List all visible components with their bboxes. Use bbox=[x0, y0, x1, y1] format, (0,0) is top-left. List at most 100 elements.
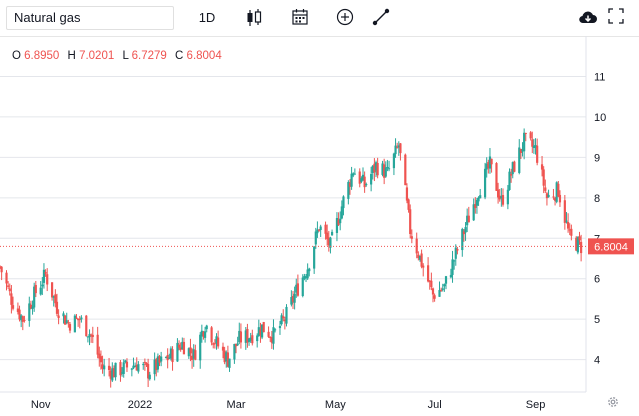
candle-body bbox=[313, 246, 316, 269]
candle-body bbox=[101, 364, 104, 369]
candle-body bbox=[259, 329, 262, 336]
candle-body bbox=[407, 199, 410, 210]
candle-body bbox=[251, 335, 254, 344]
candle-body bbox=[544, 187, 547, 191]
candle-body bbox=[190, 355, 194, 360]
candle-body bbox=[124, 360, 127, 362]
x-tick-label: Jul bbox=[428, 399, 442, 411]
candle-body bbox=[90, 334, 93, 336]
candle-body bbox=[156, 356, 159, 370]
candle-body bbox=[454, 247, 457, 259]
candle-body bbox=[65, 320, 68, 324]
candle-body bbox=[498, 195, 501, 200]
candle-body bbox=[200, 330, 203, 337]
candlestick-icon bbox=[247, 9, 262, 26]
candle-body bbox=[98, 353, 101, 359]
candle-body bbox=[510, 174, 513, 176]
y-tick-label: 5 bbox=[594, 314, 600, 326]
candle-body bbox=[8, 288, 11, 292]
candle-body bbox=[134, 365, 137, 367]
candle-body bbox=[91, 334, 94, 338]
candle-body bbox=[283, 319, 286, 322]
download-button[interactable] bbox=[578, 6, 598, 30]
candle-body bbox=[86, 336, 89, 338]
candle-body bbox=[381, 163, 384, 175]
candle-body bbox=[130, 368, 133, 370]
candle-body bbox=[532, 145, 536, 149]
candle-body bbox=[272, 327, 275, 344]
candle-body bbox=[223, 350, 226, 363]
symbol-search-input[interactable]: Natural gas bbox=[6, 6, 174, 30]
candle-body bbox=[444, 276, 448, 284]
candle-body bbox=[187, 348, 190, 357]
candle-body bbox=[46, 274, 49, 285]
candle-body bbox=[155, 359, 158, 371]
candle-body bbox=[501, 195, 505, 205]
chart-type-button[interactable] bbox=[244, 6, 264, 30]
candle-body bbox=[260, 324, 264, 338]
price-axis[interactable]: 1110987654 bbox=[585, 36, 606, 392]
candle-body bbox=[39, 287, 42, 295]
candle-body bbox=[160, 356, 163, 362]
candle-body bbox=[270, 337, 273, 343]
candle-body bbox=[524, 132, 527, 134]
time-axis[interactable]: Nov 2022 Mar May Jul Sep bbox=[0, 391, 586, 411]
candle-body bbox=[350, 173, 353, 187]
candle-body bbox=[137, 364, 140, 372]
candle-body bbox=[239, 331, 243, 343]
candle-body bbox=[428, 280, 431, 282]
candle-body bbox=[181, 341, 184, 350]
candle-body bbox=[213, 343, 216, 345]
candle-body bbox=[158, 356, 161, 363]
y-tick-label: 9 bbox=[594, 152, 600, 164]
x-tick-label: Mar bbox=[227, 399, 246, 411]
candle-body bbox=[575, 237, 578, 251]
candle-body bbox=[269, 336, 272, 338]
candle-body bbox=[409, 209, 412, 235]
date-range-button[interactable] bbox=[290, 6, 310, 30]
chart-settings-button[interactable] bbox=[606, 395, 620, 409]
candle-body bbox=[547, 194, 550, 198]
candle-body bbox=[54, 294, 57, 304]
interval-button[interactable]: 1D bbox=[198, 10, 216, 25]
candle-body bbox=[16, 308, 20, 312]
candle-body bbox=[352, 173, 355, 176]
candle-body bbox=[319, 226, 322, 230]
candle-body bbox=[85, 315, 88, 337]
candle-body bbox=[31, 306, 34, 309]
close-label: C bbox=[175, 50, 184, 62]
drawing-tool-button[interactable] bbox=[371, 6, 391, 30]
candle-body bbox=[233, 343, 236, 360]
candle-body bbox=[347, 182, 350, 199]
candle-body bbox=[327, 237, 330, 246]
candle-body bbox=[396, 146, 399, 148]
candle-body bbox=[34, 284, 37, 294]
candle-body bbox=[324, 224, 327, 234]
y-tick-label: 6 bbox=[594, 274, 600, 286]
candle-body bbox=[308, 268, 311, 272]
candle-body bbox=[199, 334, 202, 361]
candle-body bbox=[234, 343, 238, 347]
candle-body bbox=[135, 364, 138, 371]
add-indicator-button[interactable] bbox=[335, 6, 355, 30]
candle-body bbox=[168, 357, 171, 359]
candle-body bbox=[483, 168, 487, 198]
candle-body bbox=[466, 215, 469, 226]
candle-body bbox=[226, 352, 229, 367]
candle-body bbox=[18, 309, 21, 320]
candle-body bbox=[456, 248, 459, 251]
candle-body bbox=[479, 195, 482, 199]
candle-body bbox=[147, 364, 150, 379]
candle-body bbox=[20, 315, 23, 321]
candle-body bbox=[487, 162, 490, 169]
y-tick-label: 8 bbox=[594, 193, 600, 205]
candle-body bbox=[464, 227, 467, 233]
candle-body bbox=[495, 163, 498, 191]
candle-body bbox=[228, 358, 231, 368]
candle-body bbox=[467, 215, 470, 223]
fullscreen-button[interactable] bbox=[606, 6, 626, 30]
candle-body bbox=[10, 293, 13, 305]
x-tick-label: May bbox=[325, 399, 346, 411]
candle-body bbox=[256, 335, 259, 342]
